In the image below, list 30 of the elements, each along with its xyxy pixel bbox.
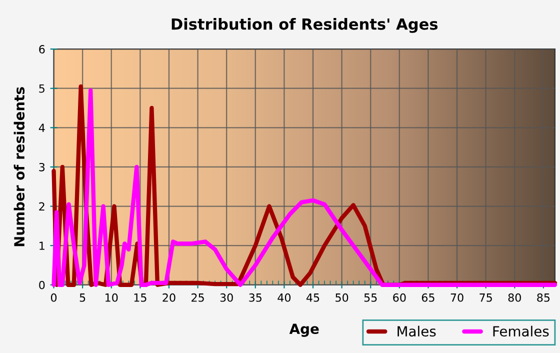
x-tick-label: 50 — [336, 293, 348, 302]
x-tick-label: 0 — [50, 293, 57, 302]
y-tick-label: 6 — [39, 45, 45, 54]
x-tick-label: 70 — [450, 293, 464, 302]
y-tick-label: 1 — [40, 242, 44, 250]
y-tick-label: 5 — [39, 84, 44, 93]
x-tick-label: 85 — [537, 293, 550, 302]
y-tick-label: 4 — [38, 124, 45, 132]
x-tick-label: 40 — [278, 293, 291, 302]
x-tick-label: 30 — [220, 293, 233, 302]
x-tick-label: 15 — [134, 294, 146, 302]
x-tick-label: 80 — [508, 293, 521, 302]
x-tick-label: 75 — [480, 294, 492, 302]
x-tick-label: 60 — [393, 293, 406, 302]
x-tick-label: 25 — [192, 293, 204, 302]
legend-label: Males — [398, 326, 436, 337]
legend-label: Females — [493, 326, 549, 337]
x-tick-label: 20 — [162, 293, 176, 302]
y-axis-title: Number of residents — [14, 87, 25, 246]
x-tick-label: 45 — [306, 294, 320, 302]
x-tick-label: 55 — [364, 294, 377, 302]
chart-title: Distribution of Residents' Ages — [172, 18, 438, 33]
x-axis-title: Age — [289, 324, 319, 337]
x-tick-label: 5 — [80, 294, 86, 302]
x-tick-label: 65 — [422, 293, 434, 302]
y-tick-label: 3 — [39, 162, 45, 172]
y-tick-label: 2 — [39, 202, 44, 210]
y-tick-label: 0 — [39, 280, 45, 290]
x-tick-label: 35 — [249, 293, 262, 302]
x-tick-label: 10 — [106, 293, 118, 302]
